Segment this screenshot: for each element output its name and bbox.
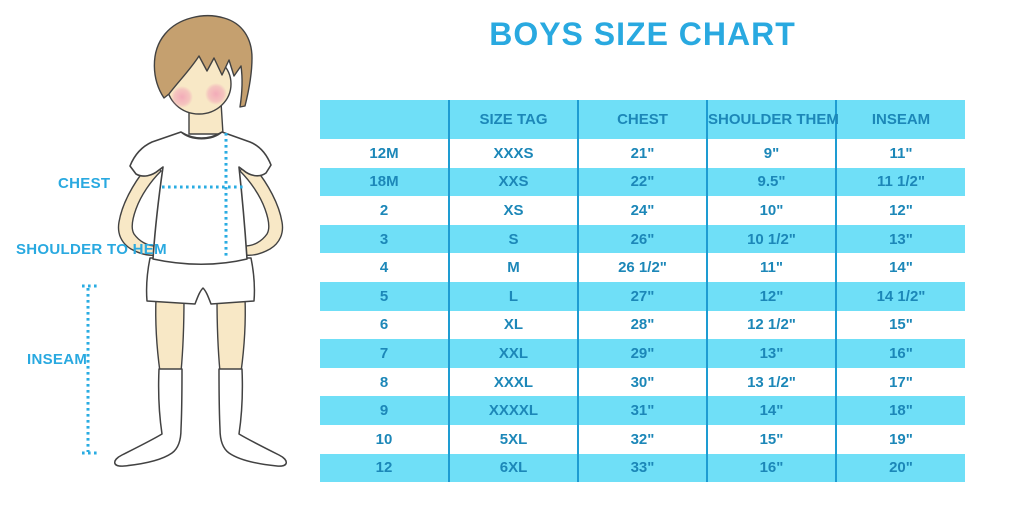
table-cell: 11" [836, 139, 965, 168]
table-cell: 15" [836, 310, 965, 340]
table-cell: 5 [320, 281, 450, 311]
table-row-size-12m: 12M XXXS 21" 9" 11" [320, 139, 965, 168]
table-cell: 21" [578, 139, 708, 168]
table-cell: 11 1/2" [836, 167, 965, 197]
table-cell: 13 1/2" [707, 367, 837, 397]
column-header-chest: CHEST [578, 100, 708, 139]
table-cell: 28" [578, 310, 708, 340]
table-row-size-18m: 18M XXS 22" 9.5" 11 1/2" [320, 167, 965, 197]
table-cell: 9 [320, 396, 450, 425]
table-cell: 10 [320, 424, 450, 454]
page-title: BOYS SIZE CHART [489, 16, 796, 52]
table-cell: 26" [578, 224, 708, 254]
table-cell: 18M [320, 167, 450, 197]
table-cell: 9" [707, 139, 837, 168]
table-cell: XXL [449, 339, 579, 368]
table-cell: XXXL [449, 367, 579, 397]
table-row-size-4: 4 M 26 1/2" 11" 14" [320, 253, 965, 282]
table-cell: 12 [320, 453, 450, 483]
table-cell: 24" [578, 196, 708, 225]
collar-line [180, 131, 223, 140]
table-cell: 11" [707, 253, 837, 282]
table-cell: 12" [707, 281, 837, 311]
table-cell: 13" [836, 224, 965, 254]
table-cell: XXS [449, 167, 579, 197]
table-cell: 16" [707, 453, 837, 483]
table-cell: 18" [836, 396, 965, 425]
table-row-size-3: 3 S 26" 10 1/2" 13" [320, 224, 965, 254]
table-cell: 22" [578, 167, 708, 197]
column-header-size-tag: SIZE TAG [449, 100, 579, 139]
header-row: SIZE TAG CHEST SHOULDER THEM INSEAM [320, 100, 965, 139]
size-table: SIZE TAG CHEST SHOULDER THEM INSEAM 12M XXXS… [320, 100, 965, 483]
table-cell: 5XL [449, 424, 579, 454]
table-cell: 3 [320, 224, 450, 254]
table-cell: 33" [578, 453, 708, 483]
table-row-size-12: 12 6XL 33" 16" 20" [320, 453, 965, 483]
shorts [145, 257, 256, 305]
column-header-shoulder-them: SHOULDER THEM [707, 100, 839, 139]
table-cell: 19" [836, 424, 965, 454]
table-cell: 12M [320, 139, 450, 168]
table-cell: 32" [578, 424, 708, 454]
chest-label: CHEST [58, 175, 111, 192]
column-header-empty [320, 100, 450, 139]
right-blush [205, 83, 227, 105]
hair [153, 15, 253, 108]
table-row-size-5: 5 L 27" 12" 14 1/2" [320, 281, 965, 311]
table-cell: 30" [578, 367, 708, 397]
boy-figure-illustration [82, 15, 287, 467]
table-cell: 12 1/2" [707, 310, 837, 340]
table-cell: XXXS [449, 139, 579, 168]
table-row-size-8: 8 XXXL 30" 13 1/2" 17" [320, 367, 965, 397]
table-cell: XXXXL [449, 396, 579, 425]
table-cell: L [449, 281, 579, 311]
column-header-inseam: INSEAM [836, 100, 965, 139]
left-sock [114, 368, 183, 467]
table-cell: 14" [707, 396, 837, 425]
table-row-size-9: 9 XXXXL 31" 14" 18" [320, 396, 965, 425]
table-cell: 4 [320, 253, 450, 282]
shoulder-to-hem-label: SHOULDER TO HEM [16, 241, 167, 258]
table-cell: 6XL [449, 453, 579, 483]
table-cell: M [449, 253, 579, 282]
table-row-size-6: 6 XL 28" 12 1/2" 15" [320, 310, 965, 340]
table-cell: 29" [578, 339, 708, 368]
table-row-size-2: 2 XS 24" 10" 12" [320, 196, 965, 225]
table-cell: 17" [836, 367, 965, 397]
size-table-header: SIZE TAG CHEST SHOULDER THEM INSEAM [320, 100, 965, 139]
table-cell: 15" [707, 424, 837, 454]
table-cell: 14" [836, 253, 965, 282]
table-cell: 31" [578, 396, 708, 425]
table-cell: 10" [707, 196, 837, 225]
left-blush [171, 86, 193, 108]
size-table-body: 12M XXXS 21" 9" 11" 18M XXS 22" 9.5" 11 1/2" 2 XS 24… [320, 139, 965, 483]
table-cell: XL [449, 310, 579, 340]
table-cell: 12" [836, 196, 965, 225]
table-cell: 14 1/2" [836, 281, 965, 311]
table-row-size-7: 7 XXL 29" 13" 16" [320, 339, 965, 368]
table-cell: 2 [320, 196, 450, 225]
table-cell: 27" [578, 281, 708, 311]
table-cell: 6 [320, 310, 450, 340]
t-shirt [129, 131, 272, 266]
table-cell: 10 1/2" [707, 224, 837, 254]
table-cell: XS [449, 196, 579, 225]
table-cell: S [449, 224, 579, 254]
table-cell: 26 1/2" [578, 253, 708, 282]
right-leg [216, 297, 246, 373]
table-row-size-10: 10 5XL 32" 15" 19" [320, 424, 965, 454]
table-cell: 8 [320, 367, 450, 397]
table-cell: 16" [836, 339, 965, 368]
inseam-label: INSEAM [27, 351, 88, 368]
table-cell: 13" [707, 339, 837, 368]
table-cell: 9.5" [707, 167, 837, 197]
left-leg [155, 297, 185, 373]
table-cell: 7 [320, 339, 450, 368]
right-sock [218, 368, 287, 467]
table-cell: 20" [836, 453, 965, 483]
